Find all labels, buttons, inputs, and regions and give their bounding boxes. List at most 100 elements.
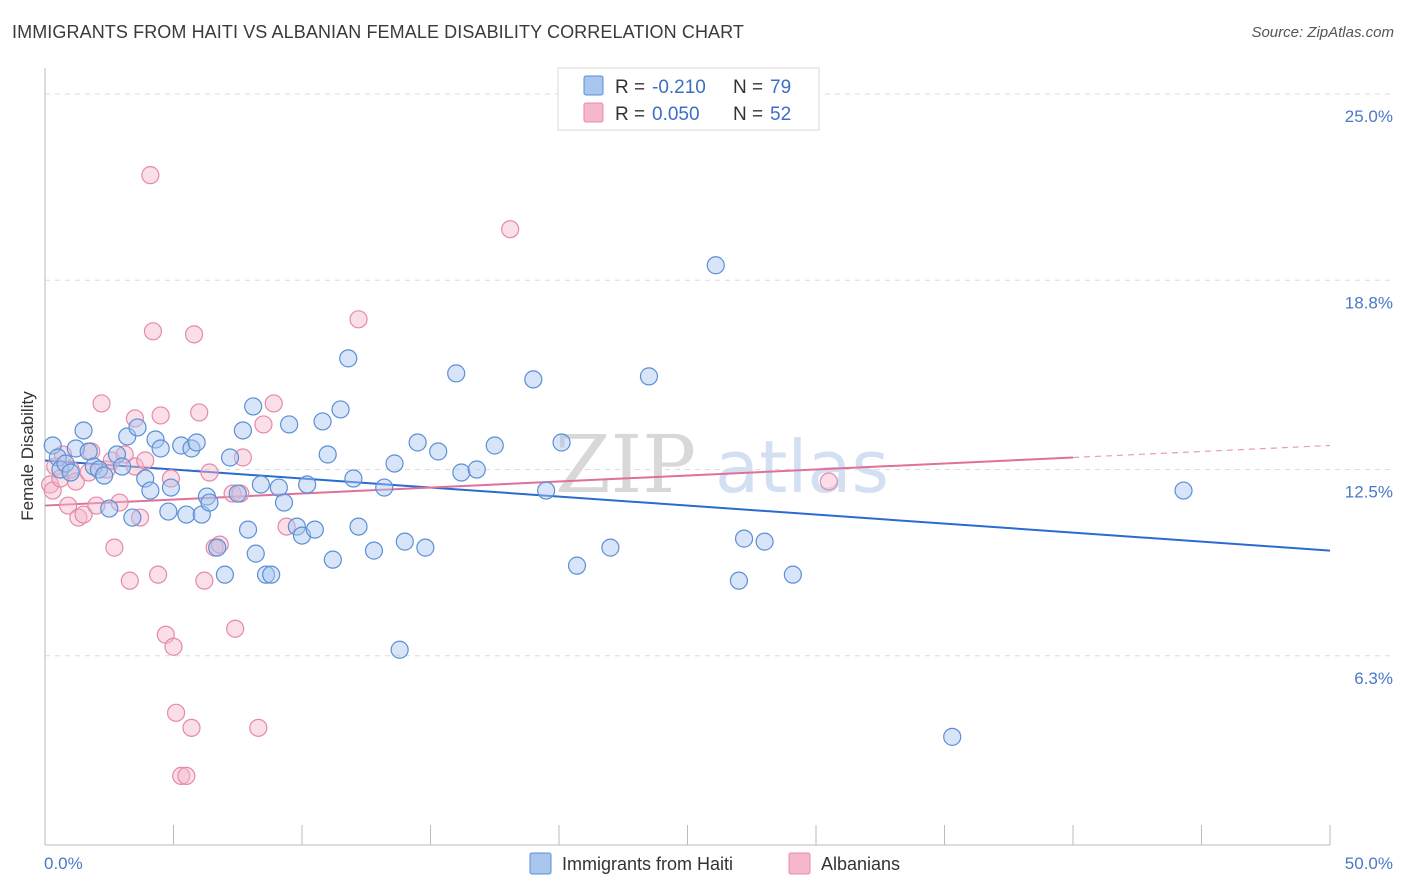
haiti-point — [151, 439, 170, 458]
legend-albanians-n-label: N = — [733, 104, 763, 125]
haiti-point — [74, 421, 93, 440]
haiti-point — [364, 541, 384, 560]
haiti-point — [238, 520, 258, 539]
legend-albanians-r-label: R = — [615, 104, 645, 125]
haiti-point — [128, 418, 147, 437]
y-tick-label: 6.3% — [1354, 669, 1393, 688]
haiti-point — [112, 457, 132, 476]
haiti-point — [734, 529, 754, 548]
haiti-point — [208, 538, 227, 557]
albanians-point — [136, 451, 155, 470]
legend-haiti-r-value: -0.210 — [652, 77, 706, 98]
haiti-point — [100, 499, 119, 518]
haiti-point — [639, 367, 659, 386]
albanians-point — [200, 463, 219, 482]
haiti-trend-line — [44, 459, 1331, 552]
haiti-point — [395, 532, 414, 551]
haiti-point — [146, 430, 165, 449]
haiti-point — [172, 436, 191, 455]
x-tick-label-max: 50.0% — [1345, 854, 1393, 873]
albanians-point — [74, 505, 93, 524]
haiti-point — [200, 493, 219, 512]
haiti-point — [141, 481, 160, 500]
legend-albanians-r-value: 0.050 — [652, 104, 700, 125]
x-tick-label-min: 0.0% — [44, 854, 83, 873]
haiti-point — [537, 481, 556, 500]
haiti-point — [729, 571, 749, 590]
haiti-point — [706, 256, 725, 275]
haiti-point — [339, 349, 358, 368]
chart-title: IMMIGRANTS FROM HAITI VS ALBANIAN FEMALE… — [12, 22, 745, 42]
haiti-point — [318, 445, 337, 464]
source-label: Source: ZipAtlas.com — [1251, 24, 1394, 41]
bottom-legend-swatch-haiti — [529, 852, 552, 875]
albanians-point — [143, 322, 163, 341]
haiti-point — [313, 412, 332, 431]
haiti-point — [79, 442, 98, 461]
haiti-point — [429, 442, 448, 461]
legend-swatch-haiti — [583, 75, 604, 96]
albanians-trend-line-extension — [1072, 444, 1331, 459]
haiti-point — [95, 466, 114, 485]
haiti-point — [331, 400, 350, 419]
haiti-point — [256, 565, 276, 584]
legend-haiti-r-label: R = — [615, 77, 645, 98]
haiti-point — [228, 484, 247, 503]
haiti-point — [43, 436, 62, 455]
haiti-point — [262, 565, 281, 584]
y-axis-label: Female Disability — [18, 391, 37, 521]
albanians-point — [182, 718, 201, 737]
haiti-point — [344, 469, 363, 488]
haiti-point — [305, 520, 324, 539]
albanians-point — [195, 571, 214, 590]
haiti-point — [177, 505, 196, 524]
haiti-point — [755, 532, 774, 551]
albanians-point — [277, 517, 296, 536]
y-tick-label: 18.8% — [1345, 293, 1393, 312]
albanians-point — [223, 484, 242, 503]
haiti-point — [215, 565, 234, 584]
bottom-legend: Immigrants from Haiti Albanians — [529, 852, 900, 875]
haiti-point — [485, 436, 504, 455]
haiti-point — [447, 364, 466, 383]
haiti-point — [136, 469, 155, 488]
haiti-point — [416, 538, 435, 557]
albanians-point — [148, 565, 168, 584]
albanians-point — [125, 457, 145, 476]
albanians-point — [264, 394, 283, 413]
haiti-point — [552, 433, 571, 452]
haiti-point — [467, 460, 486, 479]
haiti-point — [84, 457, 103, 476]
albanians-point — [177, 766, 196, 786]
haiti-point — [220, 448, 240, 467]
haiti-point — [280, 415, 299, 434]
albanians-point — [92, 394, 111, 413]
haiti-point — [1174, 481, 1193, 500]
haiti-point — [408, 433, 427, 452]
haiti-point — [269, 478, 288, 497]
albanians-point — [166, 703, 186, 722]
albanians-point — [349, 310, 368, 329]
haiti-point — [161, 478, 181, 497]
albanians-point — [254, 415, 273, 434]
haiti-point — [233, 421, 252, 440]
albanians-point — [105, 538, 124, 557]
legend-albanians-n-value: 52 — [770, 104, 791, 125]
albanians-point — [120, 571, 139, 590]
haiti-point — [567, 556, 587, 575]
bottom-legend-swatch-albanians — [788, 852, 811, 875]
albanians-point — [172, 766, 191, 786]
haiti-point — [287, 517, 306, 536]
legend-haiti-n-value: 79 — [770, 77, 791, 98]
haiti-point — [323, 550, 342, 569]
albanians-point — [249, 718, 268, 737]
albanians-point — [501, 220, 520, 239]
haiti-point — [274, 493, 294, 512]
grid-lines — [45, 93, 1393, 657]
haiti-point — [123, 508, 142, 527]
albanians-point — [66, 472, 85, 491]
haiti-point — [601, 538, 620, 557]
haiti-point — [349, 517, 368, 536]
top-legend: R = -0.210 N = 79 R = 0.050 N = 52 — [557, 67, 820, 131]
albanians-point — [819, 472, 838, 491]
